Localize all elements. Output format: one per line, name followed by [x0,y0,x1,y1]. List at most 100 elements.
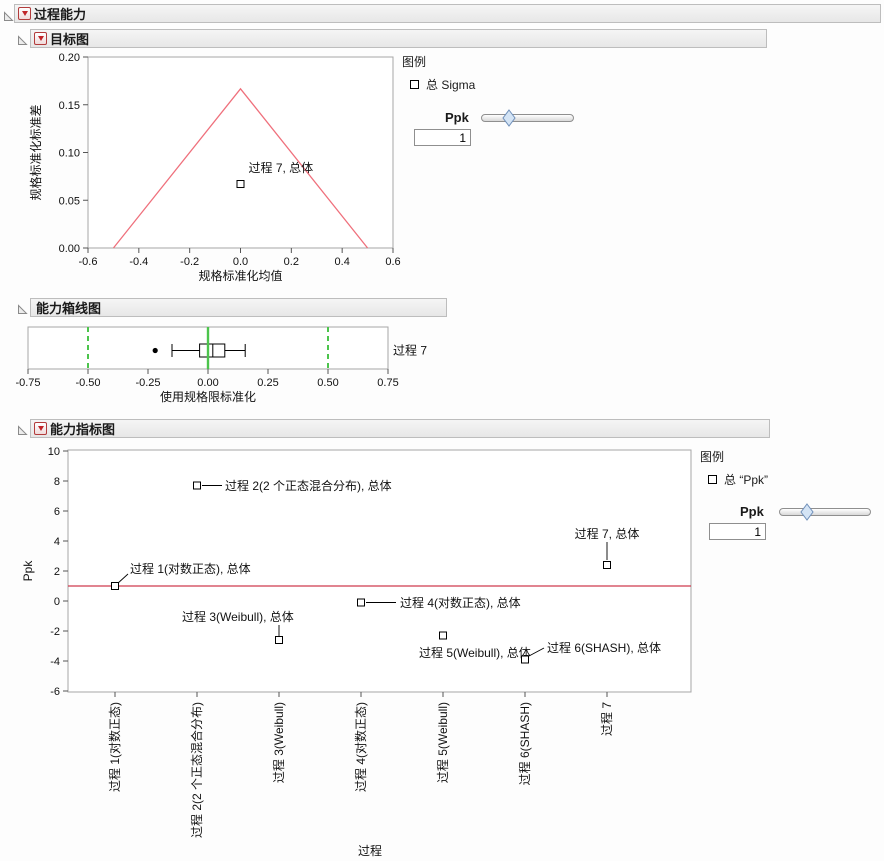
y-tick-label: 10 [48,446,60,458]
red-triangle-menu-button[interactable] [18,7,31,20]
legend-item-label: 总 Sigma [426,78,476,92]
data-point-marker[interactable] [111,582,119,590]
ppk-value-input[interactable] [414,129,471,146]
x-tick-label: 0.50 [317,377,338,389]
y-tick-label: 0.00 [59,243,80,255]
x-tick-label: 过程 6(SHASH) [517,702,532,785]
x-tick-label: 0.00 [197,377,218,389]
x-tick-label: 0.2 [284,256,299,268]
data-point-marker[interactable] [603,561,611,569]
x-tick-label: -0.25 [135,377,160,389]
red-triangle-icon [21,11,28,16]
slider-thumb-diamond [502,109,516,127]
x-tick-label: 0.75 [377,377,398,389]
red-triangle-menu-button[interactable] [34,32,47,45]
row-label: 过程 7 [393,343,427,358]
box-iqr[interactable] [199,343,226,358]
section-header-goal-plot: 目标图 [30,29,767,48]
disclosure-triangle-box-plot[interactable] [17,302,28,314]
data-point-marker[interactable] [521,655,529,664]
y-tick-label: 0 [54,596,60,608]
legend-title: 图例 [700,450,725,464]
red-triangle-icon [37,36,44,41]
x-tick-label: -0.6 [79,256,98,268]
legend-item-total-ppk[interactable]: 总 “Ppk” [708,471,768,488]
red-triangle-menu-button[interactable] [34,422,47,435]
x-tick-label: 过程 2(2 个正态混合分布) [189,702,204,838]
goal-triangle-line [112,87,369,249]
ppk-slider-thumb[interactable] [800,503,814,526]
section-title: 目标图 [50,32,90,47]
x-tick-label: -0.50 [75,377,100,389]
plot-frame [87,56,394,249]
ppk-slider-track[interactable] [779,508,871,516]
y-tick-label: -2 [50,626,60,638]
goal-plot[interactable]: 0.00 0.05 0.10 0.15 0.20 -0.6 -0.4 -0.2 0.0 0.2 0.… [0,50,440,298]
data-point-label: 过程 3(Weibull), 总体 [182,609,294,624]
section-title: 能力箱线图 [36,301,102,316]
data-point-label: 过程 7, 总体 [249,160,314,175]
legend-title: 图例 [402,55,427,69]
y-tick-label: 8 [54,476,60,488]
section-title: 能力指标图 [50,422,116,437]
y-tick-label: 0.20 [59,52,80,64]
y-tick-label: -4 [50,656,60,668]
ppk-slider-thumb[interactable] [502,109,516,132]
legend-marker-square [708,475,717,484]
capability-index-plot[interactable]: 10 8 6 4 2 0 -2 -4 -6 Ppk 过程 1(对数正态) 过程 2(2 个正态混合分布… [0,440,884,861]
disclosure-triangle-goal-plot[interactable] [17,33,28,45]
y-tick-label: 0.05 [59,195,80,207]
y-tick-label: 0.10 [59,148,80,160]
data-point-label: 过程 6(SHASH), 总体 [547,640,661,655]
data-point-marker[interactable] [357,598,365,607]
disclosure-triangle-glyph [18,304,28,314]
x-axis-title: 过程 [358,843,382,858]
red-triangle-icon [37,426,44,431]
legend-item-label: 总 “Ppk” [724,473,769,487]
legend-item-total-sigma[interactable]: 总 Sigma [410,76,475,93]
ppk-value-input[interactable] [709,523,766,540]
x-tick-label: 0.6 [385,256,400,268]
ppk-slider-track[interactable] [481,114,574,122]
data-point-marker[interactable] [275,636,283,644]
slider-thumb-diamond [800,503,814,521]
section-header-capability-box-plot: 能力箱线图 [30,298,447,317]
x-axis-title: 规格标准化均值 [198,268,282,283]
data-point-marker[interactable] [193,481,201,490]
y-axis-title: 规格标准化标准差 [28,104,43,200]
section-header-process-capability: 过程能力 [14,4,881,23]
x-tick-label: 过程 4(对数正态) [353,702,368,792]
label-connector-line [528,647,545,657]
disclosure-triangle-glyph [18,425,28,435]
y-tick-label: 6 [54,506,60,518]
disclosure-triangle-index-plot[interactable] [17,423,28,435]
x-tick-label: 过程 1(对数正态) [107,702,122,792]
x-tick-label: 0.4 [335,256,350,268]
y-axis-title: Ppk [21,560,35,582]
disclosure-triangle-glyph [18,35,28,45]
x-tick-label: 过程 5(Weibull) [435,702,450,783]
y-tick-label: 0.15 [59,100,80,112]
legend-marker-square [410,80,419,89]
data-point-label: 过程 4(对数正态), 总体 [400,595,521,610]
section-title: 过程能力 [34,7,87,22]
data-point-label: 过程 5(Weibull), 总体 [419,645,531,660]
data-point-label: 过程 1(对数正态), 总体 [130,561,251,576]
x-tick-label: -0.4 [129,256,148,268]
disclosure-triangle-glyph [4,11,14,21]
x-tick-label: 过程 3(Weibull) [271,702,286,783]
y-tick-label: 4 [54,536,60,548]
data-point-marker[interactable] [236,180,245,189]
x-tick-label: 0.0 [233,256,248,268]
x-tick-label: -0.75 [15,377,40,389]
data-point-label: 过程 7, 总体 [575,526,640,541]
x-tick-label: 过程 7 [599,702,614,736]
capability-box-plot[interactable]: -0.75 -0.50 -0.25 0.00 0.25 0.50 0.75 使用规格限标准化 过… [0,322,460,408]
data-point-marker[interactable] [439,631,447,640]
ppk-slider-label: Ppk [740,504,764,519]
outlier-point[interactable] [152,347,158,354]
disclosure-triangle-root[interactable] [3,9,14,21]
section-header-capability-index-plot: 能力指标图 [30,419,770,438]
plot-frame [67,449,692,693]
x-axis-title: 使用规格限标准化 [160,389,256,404]
